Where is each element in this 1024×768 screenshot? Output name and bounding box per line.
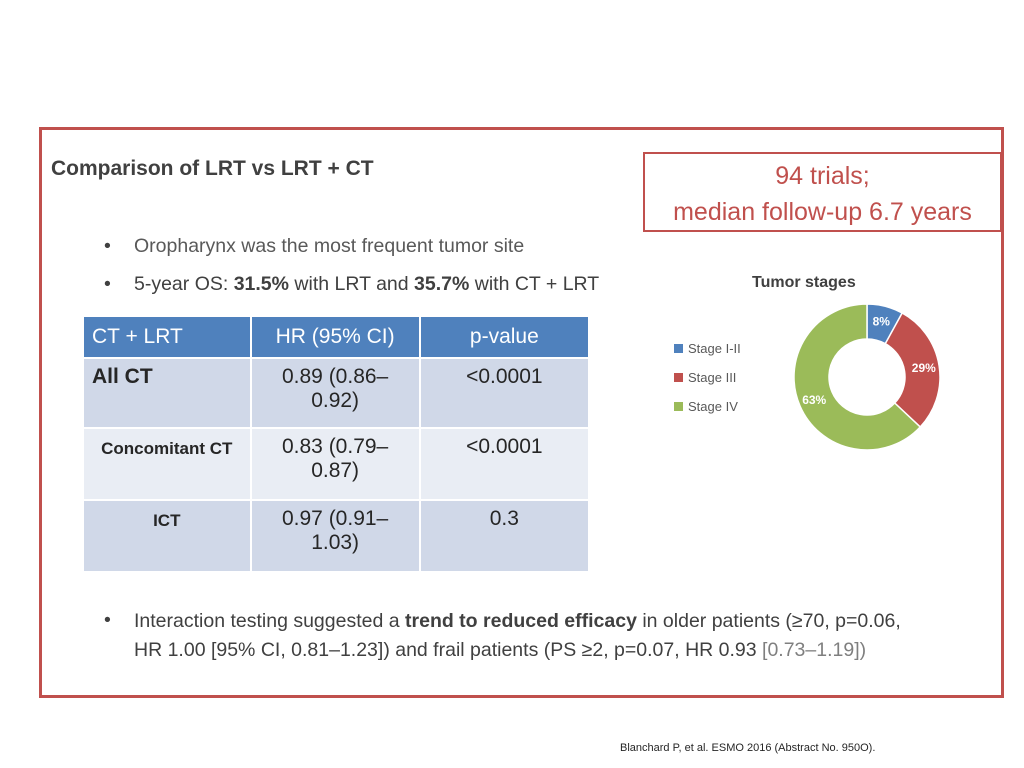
legend-label: Stage IV [688, 399, 738, 414]
callout-line-1: 94 trials; [775, 162, 870, 190]
section-heading: Comparison of LRT vs LRT + CT [51, 157, 374, 180]
row-label: All CT [82, 357, 252, 429]
table-header: CT + LRT [82, 315, 252, 359]
row-label: ICT [82, 499, 252, 573]
os-post: with CT + LRT [469, 273, 600, 295]
row-hr: 0.83 (0.79–0.87) [249, 427, 421, 501]
legend-item: Stage III [674, 369, 741, 398]
row-p: <0.0001 [418, 357, 591, 429]
table-row: All CT 0.89 (0.86–0.92) <0.0001 [82, 357, 591, 429]
chart-legend: Stage I-II Stage III Stage IV [674, 340, 741, 427]
donut-data-label: 29% [912, 361, 936, 375]
legend-swatch [674, 402, 683, 411]
legend-label: Stage III [688, 370, 737, 385]
legend-item: Stage IV [674, 398, 741, 427]
bullet-dot: • [104, 273, 111, 295]
bullet-text: 5-year OS: 31.5% with LRT and 35.7% with… [134, 273, 599, 296]
hr-table: CT + LRT HR (95% CI) p-value All CT 0.89… [82, 315, 591, 573]
legend-swatch [674, 344, 683, 353]
donut-data-label: 63% [802, 393, 826, 407]
donut-slice-stage-iv [793, 303, 922, 451]
table-header: HR (95% CI) [249, 315, 421, 359]
bullet-dot: • [104, 609, 111, 631]
row-hr: 0.89 (0.86–0.92) [249, 357, 421, 429]
os-lrt-value: 31.5% [233, 273, 289, 295]
donut-slice-stage-iii [884, 312, 941, 429]
os-pre: 5-year OS: [134, 273, 234, 295]
table-header-row: CT + LRT HR (95% CI) p-value [82, 315, 591, 359]
row-p: 0.3 [418, 499, 591, 573]
chart-title: Tumor stages [752, 274, 856, 291]
row-p: <0.0001 [418, 427, 591, 501]
content-frame [39, 127, 1004, 698]
interaction-tail: [0.73–1.19]) [762, 639, 867, 661]
interaction-post: in older patients (≥70, p=0.06, HR 1.00 … [134, 610, 901, 661]
bullet-dot: • [104, 235, 111, 257]
donut-data-label: 8% [873, 314, 891, 328]
footnote: Blanchard P, et al. ESMO 2016 (Abstract … [620, 742, 876, 754]
bullet-text: Oropharynx was the most frequent tumor s… [134, 235, 525, 257]
legend-label: Stage I-II [688, 341, 741, 356]
tumor-stage-donut: 8% 29% 63% [793, 303, 941, 451]
legend-item: Stage I-II [674, 340, 741, 369]
interaction-bold: trend to reduced efficacy [405, 610, 637, 632]
legend-swatch [674, 373, 683, 382]
row-hr: 0.97 (0.91–1.03) [249, 499, 421, 573]
table-row: Concomitant CT 0.83 (0.79–0.87) <0.0001 [82, 427, 591, 501]
table-row: ICT 0.97 (0.91–1.03) 0.3 [82, 499, 591, 573]
table-header: p-value [418, 315, 591, 359]
trials-callout: 94 trials; median follow-up 6.7 years [643, 152, 1002, 232]
os-mid: with LRT and [289, 273, 415, 295]
interaction-pre: Interaction testing suggested a [134, 610, 406, 632]
callout-line-2: median follow-up 6.7 years [673, 198, 972, 226]
os-ct-lrt-value: 35.7% [414, 273, 470, 295]
row-label: Concomitant CT [82, 427, 252, 501]
bullet-text: Interaction testing suggested a trend to… [134, 607, 924, 665]
